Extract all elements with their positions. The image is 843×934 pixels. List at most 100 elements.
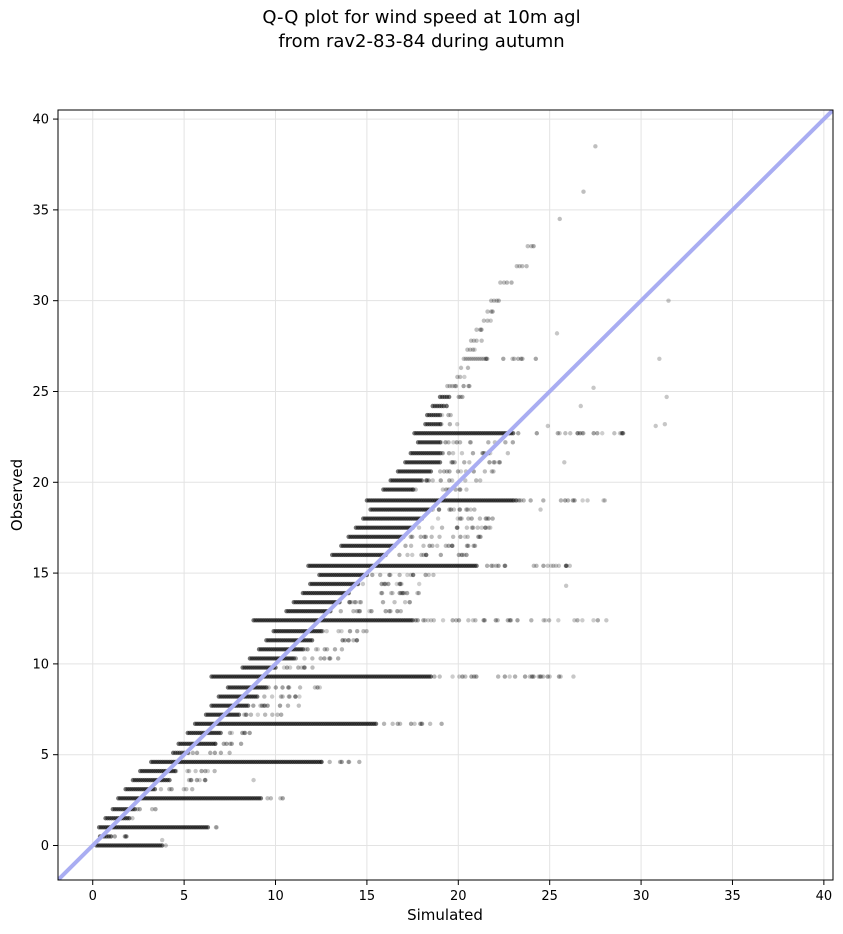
data-point [278,694,284,699]
data-point [468,440,473,445]
data-point [477,534,482,539]
data-point [378,590,384,596]
data-point [127,816,132,821]
chart-subtitle: from rav2-83-84 during autumn [278,31,565,52]
data-point [457,487,462,492]
data-point [490,309,495,314]
data-point [280,796,285,801]
data-point [259,703,265,708]
data-point [415,618,420,623]
data-point [477,516,483,521]
data-point [460,394,465,400]
data-point [434,543,440,549]
data-point [411,487,416,492]
data-point [461,356,466,361]
data-point [447,469,452,474]
data-point [407,599,413,605]
data-point [483,525,488,530]
data-point [507,674,512,679]
data-point [481,618,486,623]
data-point [419,478,424,483]
data-point [149,806,155,812]
data-point [265,703,270,708]
data-point [419,721,424,727]
data-point [264,685,269,690]
data-point [534,431,539,436]
y-tick-label: 10 [32,657,49,672]
data-point [575,618,580,623]
data-point [397,721,403,727]
data-point [459,552,465,558]
data-point [335,656,341,661]
data-point [467,356,472,361]
data-point [501,356,506,361]
data-point [459,516,464,521]
data-point [483,525,488,530]
data-point [444,403,449,409]
data-point [453,383,459,389]
data-point [394,581,399,587]
data-point [436,507,442,512]
data-point [212,750,218,756]
data-point [491,298,497,303]
data-point [270,712,275,717]
data-point [340,638,345,643]
data-point [446,394,452,400]
data-point [423,552,429,558]
data-point [169,787,174,792]
data-point [410,572,416,578]
data-point [158,787,164,792]
data-point [278,796,283,801]
data-point [407,599,412,605]
data-point [520,356,525,361]
data-point [479,327,484,332]
data-point [453,618,459,623]
data-point [604,618,609,623]
data-point [398,581,403,587]
data-point [465,507,470,512]
data-point [319,759,324,765]
data-point [463,356,468,361]
data-point [305,647,310,652]
data-point [461,552,467,558]
data-point [355,629,360,634]
data-point [281,665,287,670]
data-point [485,318,490,323]
data-point [471,543,476,549]
data-point [504,280,510,285]
data-point [416,525,422,530]
data-point [430,478,435,483]
data-point [419,721,425,727]
data-point [446,440,451,445]
data-point [424,478,430,483]
data-point [464,487,469,492]
data-point [439,525,445,530]
data-point [302,656,307,661]
data-point [300,647,306,652]
data-point [459,552,464,558]
data-point [437,674,442,679]
data-point [471,338,477,343]
data-point [265,796,270,801]
plot-frame [57,109,834,881]
data-point [194,750,200,756]
data-point [490,516,495,521]
data-point [262,694,267,699]
data-point [360,581,366,587]
data-point [416,590,421,596]
data-point [410,552,415,558]
data-point [317,685,323,690]
data-point [457,507,463,512]
data-point [653,423,658,429]
data-point [581,431,586,436]
data-point [135,806,140,812]
data-point [197,777,202,783]
x-tick-label: 15 [359,889,376,904]
data-point [284,665,290,670]
data-point [456,618,462,623]
data-point [153,806,158,812]
data-point [296,703,302,708]
data-point [575,431,580,436]
